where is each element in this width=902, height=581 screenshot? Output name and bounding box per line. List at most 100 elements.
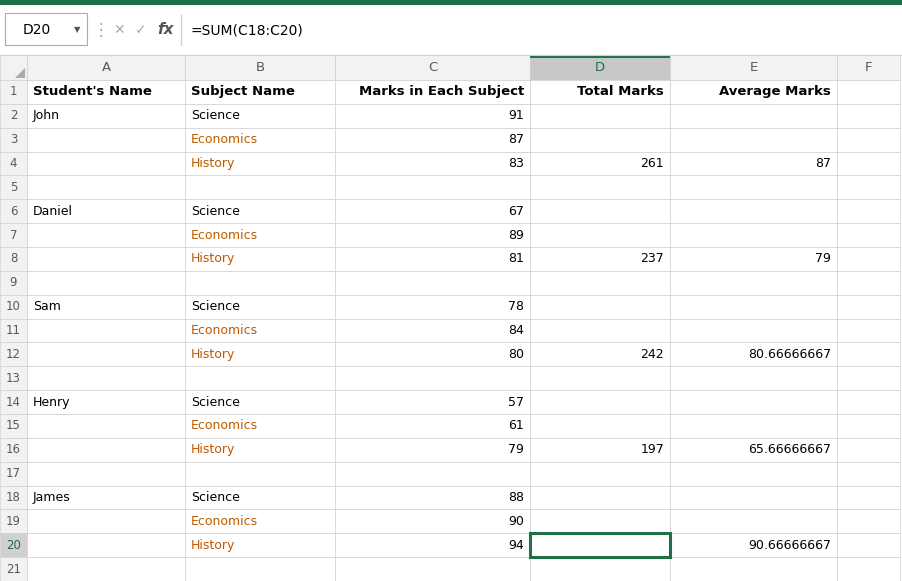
Text: Student's Name: Student's Name [33, 85, 152, 98]
Bar [0, 557, 27, 581]
Bar [27, 462, 185, 486]
Bar [669, 247, 836, 271]
Bar [836, 295, 899, 318]
Bar [0, 295, 27, 318]
Bar [529, 486, 669, 510]
Text: Economics: Economics [191, 515, 258, 528]
Bar [669, 462, 836, 486]
Bar [5, 13, 87, 45]
Bar [27, 152, 185, 175]
Text: D20: D20 [23, 23, 51, 37]
Bar [669, 152, 836, 175]
Text: 5: 5 [10, 181, 17, 194]
Text: ✕: ✕ [113, 23, 124, 37]
Bar [836, 342, 899, 366]
Text: 17: 17 [6, 467, 21, 480]
Bar [836, 247, 899, 271]
Text: fx: fx [157, 23, 173, 38]
Bar [529, 223, 669, 247]
Bar [335, 486, 529, 510]
Bar [335, 104, 529, 128]
Text: 1: 1 [10, 85, 17, 98]
Text: Marks in Each Subject: Marks in Each Subject [358, 85, 523, 98]
Bar [669, 414, 836, 438]
Bar [27, 271, 185, 295]
Bar [0, 152, 27, 175]
Bar [669, 175, 836, 199]
Bar [836, 175, 899, 199]
Bar [185, 223, 335, 247]
Text: D: D [594, 61, 604, 74]
Bar [185, 80, 335, 104]
Bar [335, 247, 529, 271]
Text: Science: Science [191, 109, 240, 122]
Bar [27, 223, 185, 247]
Bar [529, 80, 669, 104]
Bar [529, 295, 669, 318]
Bar [836, 152, 899, 175]
Bar [335, 318, 529, 342]
Text: 78: 78 [508, 300, 523, 313]
Text: 87: 87 [508, 133, 523, 146]
Bar [0, 0, 902, 5]
Text: History: History [191, 157, 235, 170]
Bar [185, 175, 335, 199]
Bar [836, 104, 899, 128]
Bar [185, 390, 335, 414]
Bar [529, 366, 669, 390]
Text: 84: 84 [508, 324, 523, 337]
Polygon shape [15, 68, 25, 78]
Text: History: History [191, 443, 235, 456]
Bar [0, 462, 27, 486]
Bar [27, 366, 185, 390]
Text: A: A [101, 61, 110, 74]
Text: Economics: Economics [191, 228, 258, 242]
Bar [669, 510, 836, 533]
Bar [185, 557, 335, 581]
Text: History: History [191, 348, 235, 361]
Bar [836, 438, 899, 462]
Bar [335, 199, 529, 223]
Text: Economics: Economics [191, 324, 258, 337]
Bar [335, 152, 529, 175]
Bar [27, 557, 185, 581]
Text: 80.66666667: 80.66666667 [747, 348, 830, 361]
Bar [185, 104, 335, 128]
Bar [0, 438, 27, 462]
Text: ✓: ✓ [135, 23, 147, 37]
Text: 197: 197 [640, 443, 663, 456]
Bar [335, 414, 529, 438]
Bar [669, 128, 836, 152]
Text: 19: 19 [6, 515, 21, 528]
Text: 9: 9 [10, 277, 17, 289]
Bar [335, 223, 529, 247]
Text: 90.66666667: 90.66666667 [747, 539, 830, 552]
Text: 20: 20 [6, 539, 21, 552]
Bar [335, 366, 529, 390]
Bar [529, 55, 669, 80]
Text: 94: 94 [508, 539, 523, 552]
Bar [836, 414, 899, 438]
Bar [836, 486, 899, 510]
Bar [0, 510, 27, 533]
Text: Sam: Sam [33, 300, 60, 313]
Bar [669, 55, 836, 80]
Bar [529, 462, 669, 486]
Bar [529, 199, 669, 223]
Bar [185, 533, 335, 557]
Bar [836, 510, 899, 533]
Bar [0, 104, 27, 128]
Text: 8: 8 [10, 252, 17, 266]
Bar [27, 55, 185, 80]
Bar [529, 510, 669, 533]
Bar [0, 366, 27, 390]
Bar [0, 342, 27, 366]
Bar [0, 486, 27, 510]
Text: B: B [255, 61, 264, 74]
Text: Subject Name: Subject Name [191, 85, 295, 98]
Bar [836, 55, 899, 80]
Text: 237: 237 [640, 252, 663, 266]
Text: Science: Science [191, 205, 240, 218]
Text: 3: 3 [10, 133, 17, 146]
Text: Science: Science [191, 300, 240, 313]
